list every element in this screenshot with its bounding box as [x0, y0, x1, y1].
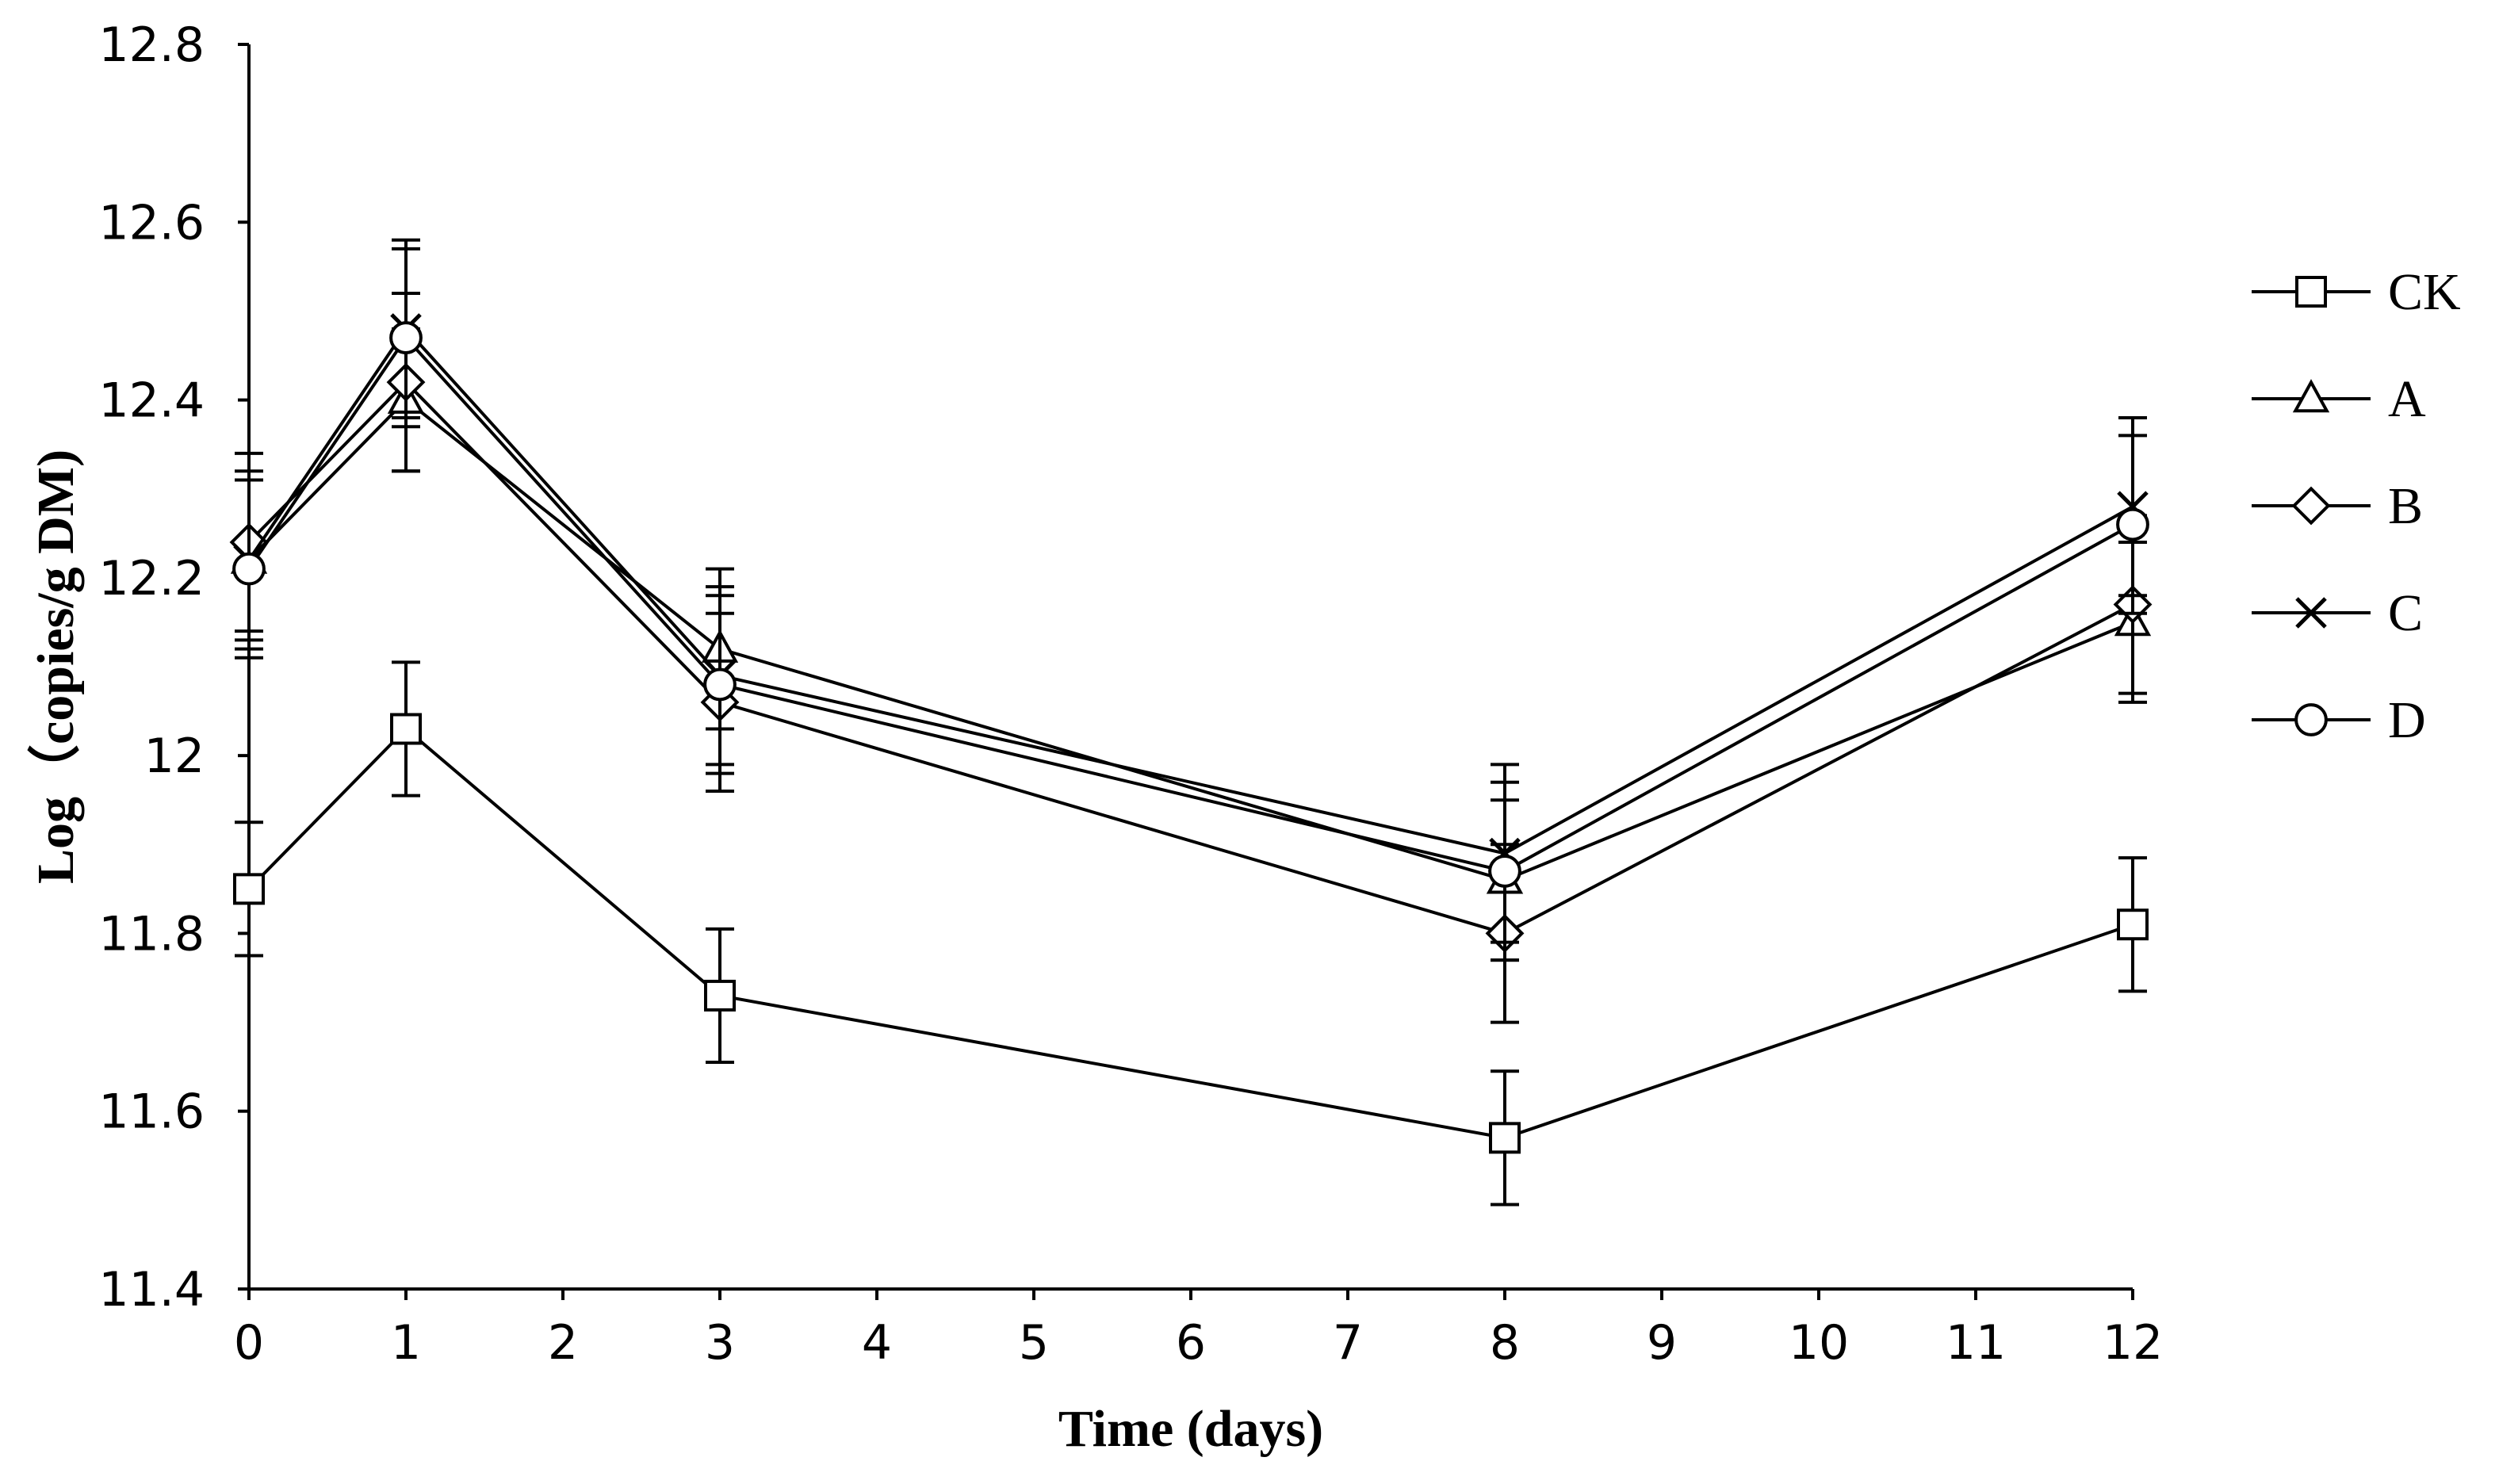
data-point-d: [2116, 507, 2149, 541]
legend-item-d: D: [2252, 691, 2426, 749]
x-tick-label: 12: [2103, 1315, 2163, 1371]
series-line-d: [247, 335, 2134, 874]
y-tick-label: 11.8: [98, 906, 205, 962]
data-point-ck: [233, 873, 265, 905]
y-tick-label: 11.6: [98, 1084, 205, 1140]
legend-item-c: C: [2252, 584, 2423, 642]
data-point-ck: [2117, 908, 2149, 941]
x-axis-title: Time (days): [1058, 1400, 1323, 1458]
y-tick-label: 12.8: [98, 17, 205, 73]
y-axis-title: Log（copies/g DM): [26, 449, 85, 884]
x-tick-label: 5: [1019, 1315, 1049, 1371]
data-point-d: [1488, 855, 1521, 888]
x-tick-label: 2: [548, 1315, 578, 1371]
data-point-d: [389, 321, 423, 354]
x-tick-label: 6: [1176, 1315, 1206, 1371]
y-tick-label: 12.2: [98, 551, 205, 606]
legend-marker-a: [2292, 379, 2330, 413]
x-tick-label: 1: [391, 1315, 421, 1371]
data-point-d: [703, 667, 737, 702]
y-tick-label: 12.4: [98, 373, 205, 429]
legend-label: CK: [2388, 263, 2461, 321]
data-point-d: [232, 552, 266, 586]
series-line-c: [247, 326, 2134, 855]
x-tick-label: 11: [1946, 1315, 2006, 1371]
data-point-ck: [390, 713, 422, 745]
axes-layer: [247, 44, 2133, 1291]
legend-marker-b: [2291, 486, 2331, 526]
series-ck: [233, 660, 2149, 1207]
series-c: [233, 238, 2149, 944]
y-tick-label: 12.6: [98, 195, 205, 251]
x-tick-label: 9: [1647, 1315, 1677, 1371]
series-d: [232, 247, 2149, 962]
series-layer: [229, 238, 2153, 1207]
x-tick-label: 7: [1333, 1315, 1363, 1371]
legend-label: A: [2388, 370, 2426, 428]
legend-marker-d: [2294, 703, 2328, 736]
series-line-a: [247, 397, 2134, 882]
x-tick-label: 4: [862, 1315, 892, 1371]
legend-label: C: [2388, 584, 2423, 642]
legend-item-a: A: [2252, 370, 2426, 428]
series-line-b: [247, 380, 2134, 935]
x-tick-label: 8: [1490, 1315, 1520, 1371]
y-tick-label: 12: [144, 729, 205, 784]
legend-marker-c: [2295, 597, 2327, 629]
legend-item-b: B: [2252, 477, 2423, 535]
x-tick-label: 3: [705, 1315, 735, 1371]
legend-item-ck: CK: [2252, 263, 2461, 321]
legend-marker-ck: [2295, 276, 2327, 308]
legend-label: D: [2388, 691, 2426, 749]
data-point-ck: [704, 979, 736, 1012]
x-tick-label: 0: [234, 1315, 264, 1371]
legend-label: B: [2388, 477, 2423, 535]
y-tick-label: 11.4: [98, 1262, 205, 1318]
series-a: [230, 327, 2152, 962]
series-line-ck: [247, 726, 2134, 1140]
data-point-ck: [1489, 1122, 1521, 1154]
x-tick-label: 10: [1789, 1315, 1849, 1371]
